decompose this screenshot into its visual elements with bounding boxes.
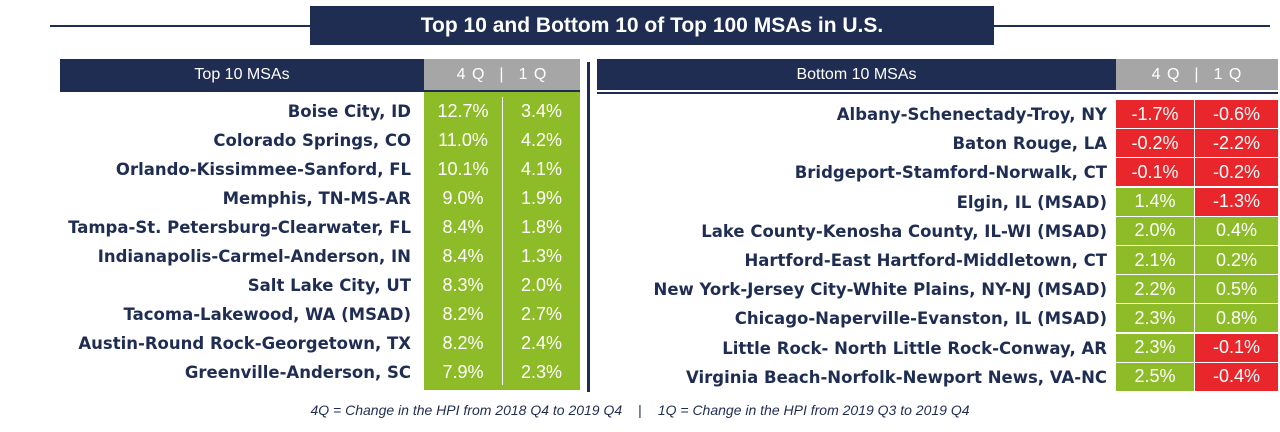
top-values-separator [502,97,503,385]
q1-value: 1.9% [520,188,563,208]
top-table-header: Top 10 MSAs [60,59,424,90]
q4-value: 2.2% [1116,275,1194,304]
q4-value: -0.1% [1116,158,1194,187]
msa-name: Orlando-Kissimmee-Sanford, FL [115,160,411,179]
bottom-header-rule [597,92,1278,94]
q1-value: -2.2% [1195,129,1278,158]
q4-value: 11.0% [438,130,488,150]
q1-value: 0.8% [1195,304,1278,333]
q4-value: 12.7% [437,101,489,121]
panel-divider [587,62,590,392]
title-rule-right [994,25,1270,27]
msa-name: Lake County-Kenosha County, IL-WI (MSAD) [701,221,1107,241]
msa-name: Colorado Springs, CO [213,131,411,150]
msa-name: Albany-Schenectady-Troy, NY [836,105,1107,124]
q1-value: 1.8% [520,217,563,237]
msa-name: Bridgeport-Stamford-Norwalk, CT [794,163,1107,183]
top-columns-header: 4 Q | 1 Q [424,59,580,90]
top-header-rule [60,90,580,92]
msa-name: Tampa-St. Petersburg-Clearwater, FL [68,218,411,237]
q1-value: 0.5% [1195,275,1278,304]
footnote-4q: 4Q = Change in the HPI from 2018 Q4 to 2… [310,402,623,418]
footnote-1q: 1Q = Change in the HPI from 2019 Q3 to 2… [657,402,970,418]
q4-value: 9.0% [442,188,484,208]
q4-value: 8.3% [442,275,484,295]
msa-name: Virginia Beach-Norfolk-Newport News, VA-… [686,367,1107,387]
q1-value: 1.3% [520,246,563,266]
msa-name: Austin-Round Rock-Georgetown, TX [78,334,411,353]
q1-value: 2.0% [520,275,563,295]
q1-value: -0.4% [1195,362,1278,391]
q4-value: 2.5% [1116,362,1194,391]
q1-value: -0.2% [1195,158,1278,187]
q1-value: -0.1% [1195,333,1278,362]
q4-value: -1.7% [1116,100,1194,128]
q1-value: 3.4% [520,101,563,121]
msa-name: Memphis, TN-MS-AR [222,189,411,208]
q4-value: 2.3% [1116,333,1194,362]
title-rule-left [50,25,310,27]
bottom-columns-header: 4 Q | 1 Q [1116,59,1278,90]
msa-name: Hartford-East Hartford-Middletown, CT [744,251,1107,270]
column-separator: | [499,65,505,83]
q4-value: 10.1% [437,159,489,179]
q1-value: 2.3% [520,362,563,382]
q4-value: -0.2% [1116,129,1194,158]
q4-column-label: 4 Q [1151,65,1181,83]
q4-value: 8.4% [442,246,484,266]
q1-value: -1.3% [1195,187,1278,216]
msa-name: Elgin, IL (MSAD) [956,192,1107,212]
q4-value: 2.0% [1116,216,1194,245]
q4-value: 8.2% [442,333,484,353]
footnote-separator: | [638,402,642,418]
msa-name: Salt Lake City, UT [247,276,411,295]
q1-value: 4.2% [520,130,563,150]
q1-value: 0.2% [1195,246,1278,274]
msa-name: Greenville-Anderson, SC [184,363,411,382]
msa-name: Boise City, ID [287,102,411,121]
footnote: 4Q = Change in the HPI from 2018 Q4 to 2… [0,402,1280,418]
q1-value: 4.1% [520,159,563,179]
bottom-table-header: Bottom 10 MSAs [597,59,1116,90]
q1-column-label: 1 Q [518,65,548,83]
q1-value: 2.4% [520,333,563,353]
msa-name: Chicago-Naperville-Evanston, IL (MSAD) [734,309,1107,329]
q4-column-label: 4 Q [456,65,486,83]
q4-value: 8.2% [442,304,484,324]
column-separator: | [1194,65,1200,83]
msa-name: Little Rock- North Little Rock-Conway, A… [722,338,1107,358]
q4-value: 1.4% [1116,187,1194,216]
q4-value: 2.1% [1116,246,1194,274]
q1-value: -0.6% [1195,100,1278,128]
q1-value: 2.7% [520,304,563,324]
page-title: Top 10 and Bottom 10 of Top 100 MSAs in … [310,6,994,45]
msa-name: Indianapolis-Carmel-Anderson, IN [97,247,411,266]
q4-value: 2.3% [1116,304,1194,333]
msa-name: New York-Jersey City-White Plains, NY-NJ… [653,280,1107,300]
q1-value: 0.4% [1195,216,1278,245]
q1-column-label: 1 Q [1213,65,1243,83]
q4-value: 8.4% [442,217,484,237]
msa-name: Tacoma-Lakewood, WA (MSAD) [123,305,412,324]
msa-name: Baton Rouge, LA [952,134,1107,154]
q4-value: 7.9% [442,362,484,382]
